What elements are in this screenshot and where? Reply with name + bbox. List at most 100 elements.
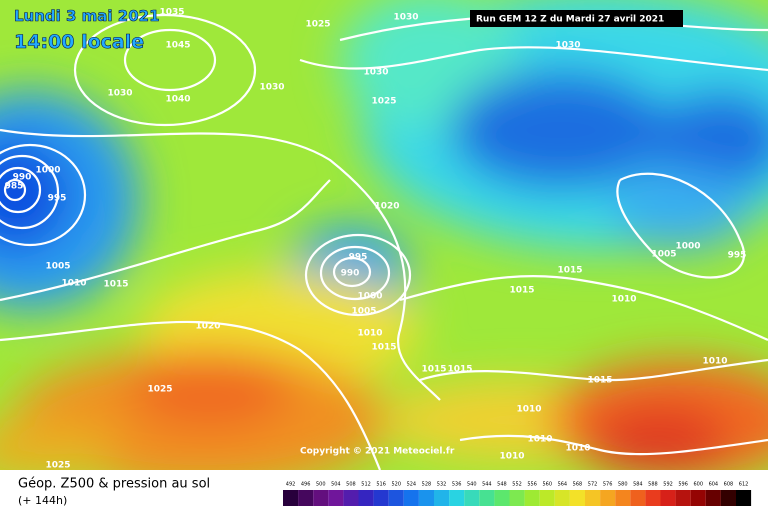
isobars: [0, 13, 768, 470]
isobar-label: 1030: [363, 68, 388, 78]
isobar-label: 1010: [702, 357, 727, 367]
map-field: [0, 0, 768, 470]
isobar-label: 1000: [357, 292, 382, 302]
legend-label: 572: [588, 482, 598, 488]
isobar-label: 1005: [351, 307, 376, 317]
legend-swatch: [660, 490, 676, 506]
isobar-label: 990: [13, 173, 32, 183]
isobar-label: 1005: [651, 250, 676, 260]
legend-swatch: [720, 490, 736, 506]
isobar-label: 1000: [675, 242, 700, 252]
isobar-label: 1010: [516, 405, 541, 415]
legend-swatch: [313, 490, 329, 506]
legend-swatch: [373, 490, 389, 506]
isobar-label: 1030: [555, 41, 580, 51]
legend-swatch: [283, 490, 299, 506]
legend-label: 588: [648, 482, 658, 488]
legend-label: 584: [633, 482, 643, 488]
isobar-label: 1030: [259, 83, 284, 93]
legend-label: 520: [391, 482, 401, 488]
legend-label: 516: [376, 482, 386, 488]
isobar-label: 995: [48, 194, 67, 204]
isobar-label: 1025: [305, 20, 330, 30]
forecast-time: 14:00 locale: [14, 31, 144, 53]
isobar-label: 1015: [103, 280, 128, 290]
legend-swatch: [494, 490, 510, 506]
isobar-label: 1015: [447, 365, 472, 375]
legend-label: 528: [422, 482, 432, 488]
legend-label: 612: [739, 482, 749, 488]
legend-swatch: [585, 490, 601, 506]
legend-swatch: [554, 490, 570, 506]
legend-label: 512: [361, 482, 371, 488]
legend-label: 524: [407, 482, 417, 488]
isobar-label: 1015: [587, 376, 612, 386]
isobar-label: 1025: [45, 461, 70, 471]
isobar-label: 1015: [371, 343, 396, 353]
isobar-label: 1025: [147, 385, 172, 395]
legend-label: 576: [603, 482, 613, 488]
forecast-date: Lundi 3 mai 2021: [14, 7, 160, 25]
isobar-label: 995: [349, 253, 368, 263]
legend-swatch: [630, 490, 646, 506]
legend-swatch: [328, 490, 344, 506]
legend-label: 592: [663, 482, 673, 488]
run-box: [470, 10, 683, 27]
legend-label: 580: [618, 482, 628, 488]
legend-swatch: [403, 490, 419, 506]
isobar-label: 1015: [509, 286, 534, 296]
isobar-label: 1015: [421, 365, 446, 375]
isobar-label: 1040: [165, 95, 190, 105]
color-legend: 492 496 500 504 508 512 516 520 524 528 532 536 540 5…: [283, 482, 752, 506]
legend-label: 508: [346, 482, 356, 488]
legend-label: 532: [437, 482, 447, 488]
legend-label: 560: [542, 482, 552, 488]
isobar-label: 1035: [159, 8, 184, 18]
legend-label: 492: [286, 482, 296, 488]
isobar-labels: 1035 1025 1030 1045 1030 1030 1040 1030 1030 1025…: [5, 8, 747, 471]
legend-swatch: [434, 490, 450, 506]
isobar-label: 1015: [557, 266, 582, 276]
isobar-label: 1045: [165, 41, 190, 51]
legend-swatch: [449, 490, 465, 506]
legend-label: 496: [301, 482, 311, 488]
legend-swatch: [615, 490, 631, 506]
legend-swatch: [524, 490, 540, 506]
legend-swatch: [569, 490, 585, 506]
isobar-label: 1010: [499, 452, 524, 462]
legend-swatch: [388, 490, 404, 506]
isobar-label: 1010: [565, 444, 590, 454]
legend-swatch: [479, 490, 495, 506]
legend-label: 608: [724, 482, 734, 488]
isobar-label: 995: [728, 251, 747, 261]
isobar-label: 1025: [371, 97, 396, 107]
isobar-label: 1000: [35, 166, 60, 176]
legend-swatch: [464, 490, 480, 506]
legend-label: 500: [316, 482, 326, 488]
legend-swatch: [509, 490, 525, 506]
legend-swatch: [298, 490, 314, 506]
legend-label: 596: [678, 482, 688, 488]
legend-label: 556: [527, 482, 537, 488]
isobar-label: 1010: [611, 295, 636, 305]
legend-label: 540: [467, 482, 477, 488]
isobar-label: 1010: [527, 435, 552, 445]
isobar-label: 1020: [374, 202, 399, 212]
legend-label: 600: [693, 482, 703, 488]
legend-swatch: [736, 490, 752, 506]
isobar-label: 1030: [393, 13, 418, 23]
isobar-label: 990: [341, 269, 360, 279]
isobar-label: 1030: [107, 89, 132, 99]
legend-label: 568: [573, 482, 583, 488]
isobar-label: 1005: [45, 262, 70, 272]
legend-swatch: [539, 490, 555, 506]
legend-label: 548: [497, 482, 507, 488]
isobar-label: 985: [5, 182, 24, 192]
lead-time: (+ 144h): [18, 494, 67, 507]
isobar-label: 1020: [195, 322, 220, 332]
legend-label: 536: [452, 482, 462, 488]
legend-swatch: [343, 490, 359, 506]
legend-label: 544: [482, 482, 492, 488]
legend-swatch: [645, 490, 661, 506]
